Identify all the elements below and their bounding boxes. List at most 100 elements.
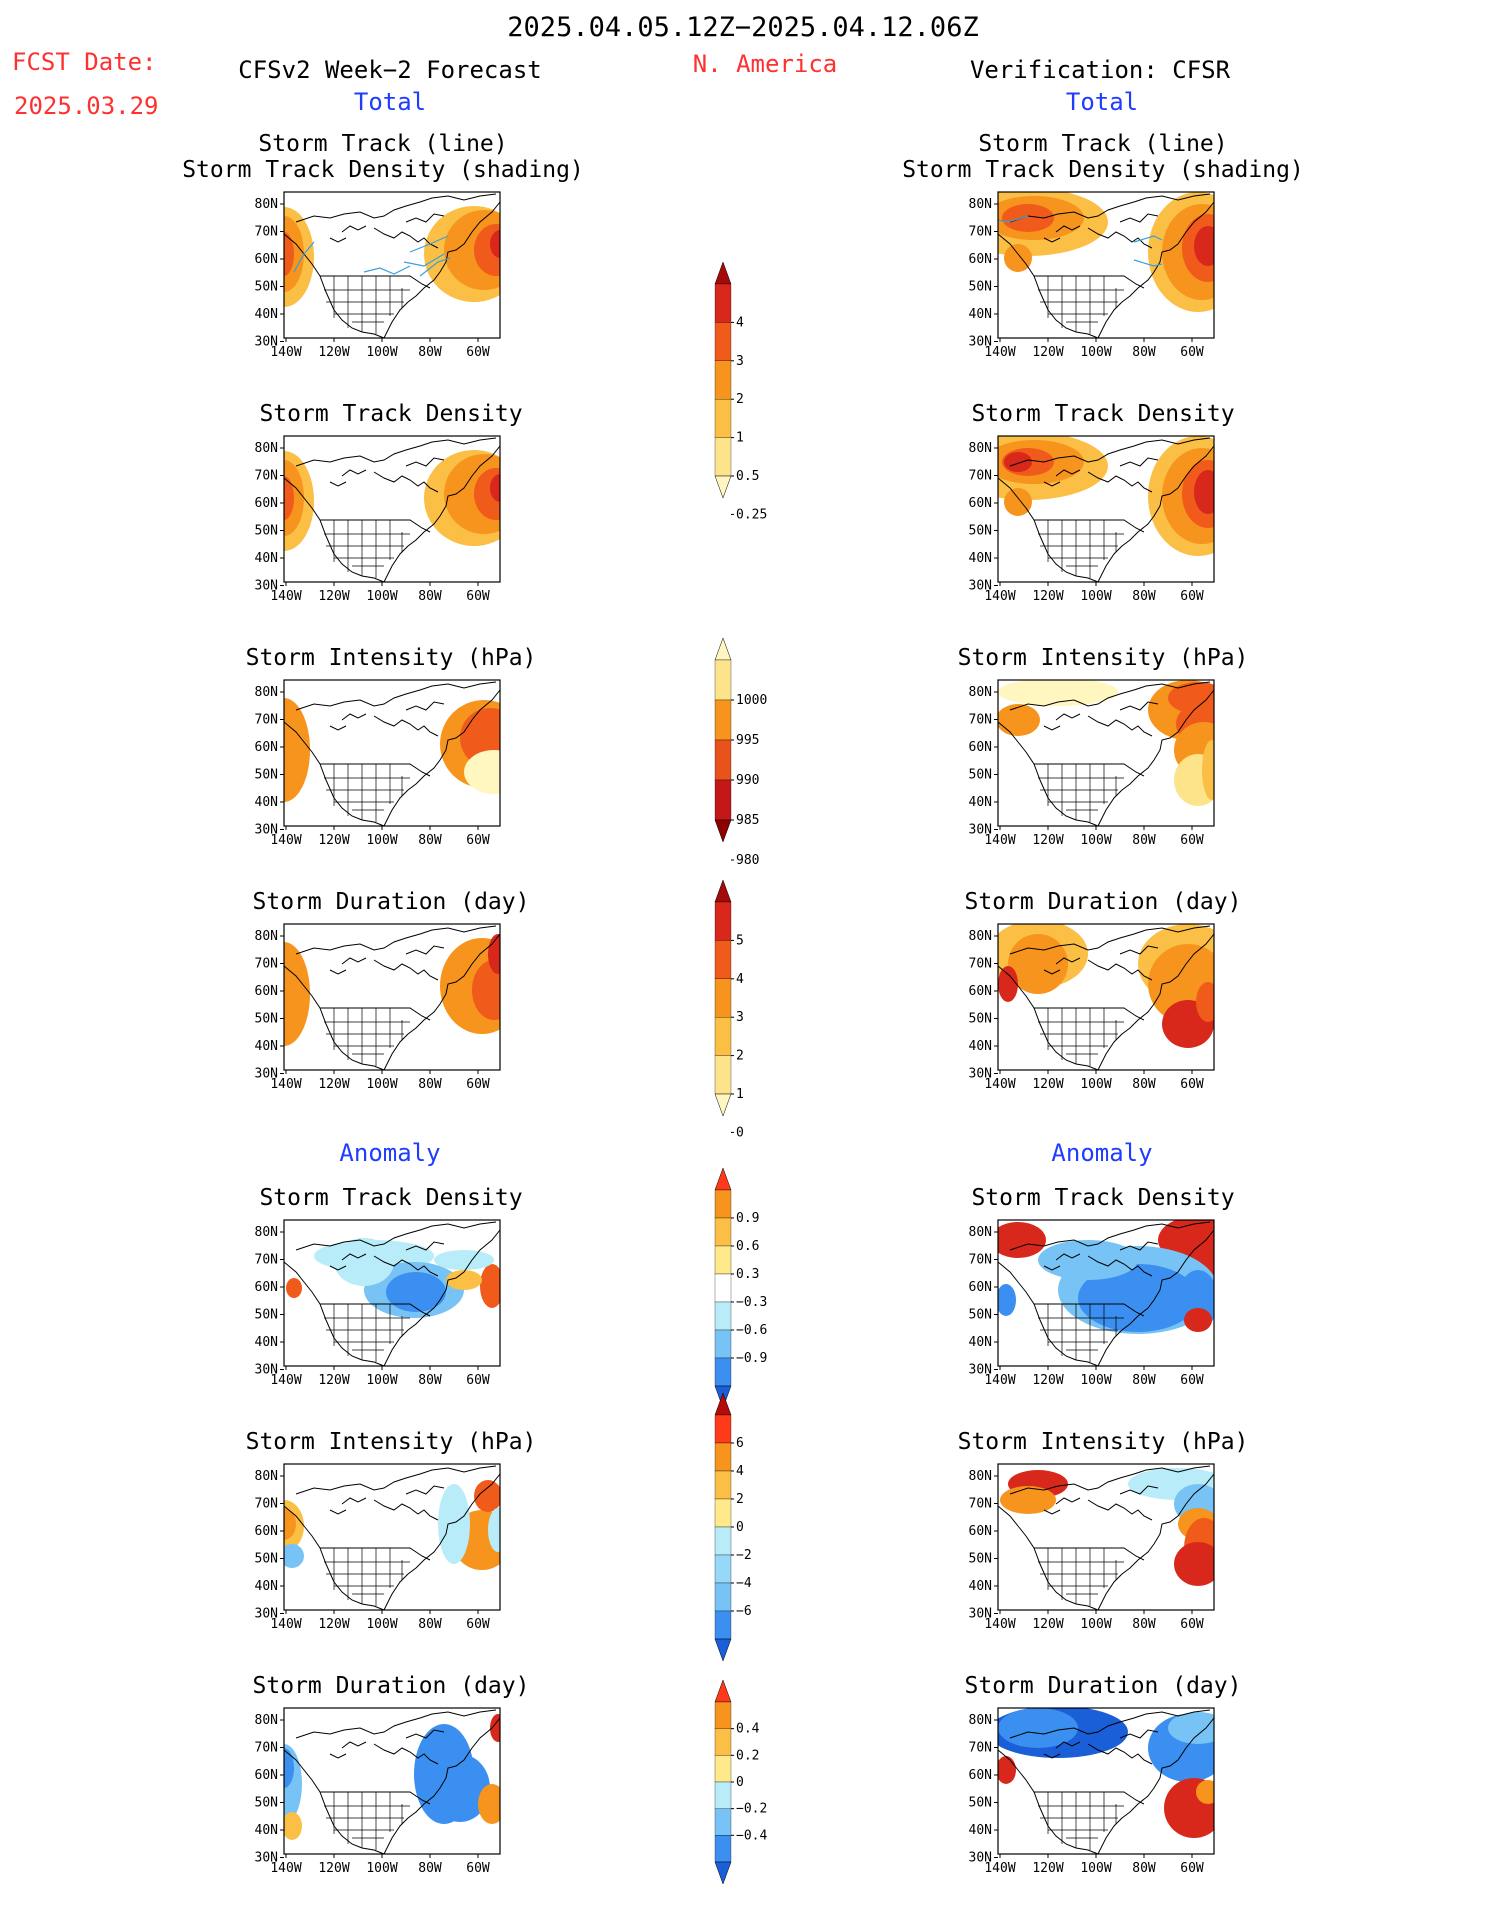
cfsr-total-density-lon-label: 100W [1080,589,1111,604]
cfsr-anom-duration-lat-label: 70N [969,1741,992,1756]
right-panel1-title-shading: Storm Track Density (shading) [902,157,1304,183]
cfsr-total-track-track-line [1133,235,1163,243]
fcst-total-track-shade [490,230,500,258]
cfsr-total-duration-lat-label: 40N [969,1039,992,1054]
cfsr-total-track-lon-label: 60W [1180,345,1204,360]
density-anom-bar-cap-top [714,1167,732,1191]
fcst-anom-intensity-shade [488,1508,500,1552]
fcst-anom-density-coastline [284,1221,500,1366]
duration-total-bar-label: 4 [736,972,744,987]
fcst-total-density-lat-label: 60N [255,496,278,511]
duration-total-bar-cap-bottom [714,1093,732,1117]
intensity-anom-bar-label: 6 [736,1436,744,1451]
cfsr-anom-density-shade [1184,1308,1212,1332]
fcst-total-density-lat-label: 50N [255,524,278,539]
fcst-total-track-track-line [419,257,451,277]
fcst-anom-duration-lat-label: 30N [255,1851,278,1866]
fcst-total-density-lat-label: 40N [255,551,278,566]
fcst-total-track-track-line [363,265,411,275]
fcst-anom-density-lon-label: 60W [466,1373,490,1388]
fcst-total-intensity-coastline [284,681,500,826]
fcst-total-intensity-lat-label: 40N [255,795,278,810]
left-anomaly-label: Anomaly [339,1139,441,1167]
intensity-total-bar-swatch [714,779,732,821]
left-total-label: Total [353,88,427,116]
cfsr-anom-density-lat-label: 30N [969,1363,992,1378]
cfsr-total-intensity-shade [1174,754,1214,806]
density-total-bar-cap-top [714,261,732,285]
cfsr-total-intensity-lon-label: 80W [1132,833,1156,848]
cfsr-total-track-shade [1002,204,1054,232]
fcst-anom-duration-lon-label: 140W [270,1861,301,1876]
cfsr-total-intensity-lon-label: 140W [984,833,1015,848]
duration-anom-bar-swatch [714,1781,732,1809]
fcst-anom-density-lon-label: 80W [418,1373,442,1388]
cfsr-anom-density-lat-label: 70N [969,1253,992,1268]
left-panel2-title: Storm Track Density [259,401,523,427]
fcst-anom-duration-lat-label: 70N [255,1741,278,1756]
fcst-anom-density-shade [334,1238,394,1286]
cfsr-anom-duration-shade [998,1708,1078,1748]
cfsr-total-density-shade [1004,452,1032,472]
cfsr-anom-intensity-coastline [998,1465,1214,1610]
cfsr-anom-duration-lat-label: 50N [969,1796,992,1811]
cfsr-anom-density-coastline [998,1221,1214,1366]
cfsr-total-duration-shade [1196,982,1214,1022]
duration-anom-bar-label: 0 [736,1775,744,1790]
duration-total-bar-label: 3 [736,1010,744,1025]
cfsr-total-duration-lat-label: 70N [969,957,992,972]
fcst-total-track-state-lines [324,276,410,334]
fcst-total-track-track-line [409,235,449,253]
intensity-anom-bar-label: −4 [736,1576,752,1591]
fcst-anom-duration-shade [284,1748,294,1788]
right-panel7-title: Storm Duration (day) [964,1673,1242,1699]
intensity-total-bar-label: 995 [736,733,759,748]
intensity-anom-bar-cap-bottom [714,1638,732,1662]
fcst-anom-density-lon-label: 120W [318,1373,349,1388]
duration-anom-bar-label: 0.2 [736,1748,759,1763]
density-total-bar-label: 0.5 [736,469,759,484]
intensity-anom-bar-label: 0 [736,1520,744,1535]
fcst-anom-intensity-lat-label: 80N [255,1469,278,1484]
cfsr-total-intensity-lat-label: 50N [969,768,992,783]
fcst-total-duration-lon-label: 140W [270,1077,301,1092]
cfsr-anom-density-lon-label: 100W [1080,1373,1111,1388]
cfsr-total-density-state-lines [1038,520,1124,578]
duration-anom-bar-swatch [714,1755,732,1783]
fcst-anom-intensity-lat-label: 30N [255,1607,278,1622]
fcst-anom-density-lat-label: 50N [255,1308,278,1323]
fcst-anom-density-lon-label: 100W [366,1373,397,1388]
cfsr-total-density-lat-label: 30N [969,579,992,594]
intensity-anom-bar-label: 4 [736,1464,744,1479]
cfsr-total-duration-frame [997,923,1215,1071]
left-panel5-title: Storm Track Density [259,1185,523,1211]
intensity-anom-bar-label: −6 [736,1604,752,1619]
fcst-total-duration-lat-label: 60N [255,984,278,999]
density-total-bar-label: 2 [736,392,744,407]
duration-anom-bar-cap-top [714,1679,732,1703]
fcst-total-track-lat-label: 40N [255,307,278,322]
density-total-bar-label: 4 [736,315,744,330]
density-anom-bar-label: 0.6 [736,1239,759,1254]
intensity-total-bar-label: 1000 [736,693,767,708]
fcst-anom-duration-lat-label: 50N [255,1796,278,1811]
fcst-total-duration-lon-label: 100W [366,1077,397,1092]
fcst-total-density-shade [490,474,500,502]
fcst-total-track-lat-label: 80N [255,197,278,212]
density-total-bar-swatch [714,437,732,477]
fcst-total-track-lat-label: 30N [255,335,278,350]
fcst-anom-density-lat-label: 70N [255,1253,278,1268]
cfsr-total-intensity-lat-label: 60N [969,740,992,755]
cfsr-total-duration-lon-label: 60W [1180,1077,1204,1092]
right-panel1-title-line: Storm Track (line) [978,131,1228,157]
cfsr-anom-intensity-border [1034,1547,1145,1561]
fcst-total-intensity-lon-label: 140W [270,833,301,848]
cfsr-total-density-lon-label: 60W [1180,589,1204,604]
cfsr-anom-duration-lon-label: 80W [1132,1861,1156,1876]
fcst-total-density-frame [283,435,501,583]
fcst-anom-intensity-lon-label: 140W [270,1617,301,1632]
fcst-total-intensity-frame [283,679,501,827]
